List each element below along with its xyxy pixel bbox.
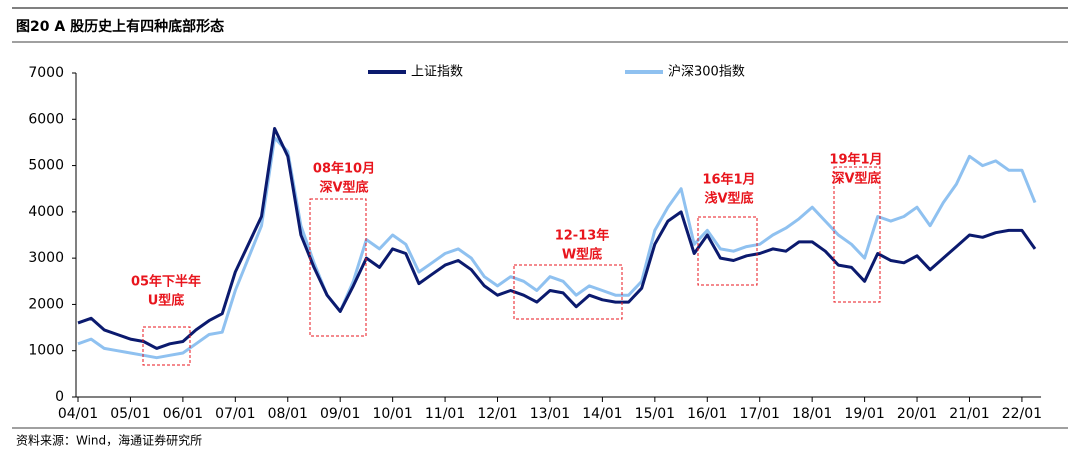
annotation-text: 12-13年 xyxy=(555,228,610,244)
x-tick-label: 07/01 xyxy=(215,406,255,422)
annotation-box xyxy=(142,326,191,366)
x-tick-label: 13/01 xyxy=(530,406,570,422)
x-tick-label: 22/01 xyxy=(1002,406,1042,422)
y-tick-label: 1000 xyxy=(28,343,64,359)
annotation-text: 16年1月 xyxy=(702,172,755,188)
x-tick-label: 05/01 xyxy=(110,406,150,422)
x-tick-label: 10/01 xyxy=(372,406,412,422)
series-line xyxy=(77,136,1037,360)
x-tick-label: 11/01 xyxy=(425,406,465,422)
annotation-box xyxy=(833,166,881,303)
annotation-text: U型底 xyxy=(148,293,185,309)
y-tick-label: 4000 xyxy=(28,204,64,220)
x-tick-label: 19/01 xyxy=(844,406,884,422)
y-tick-label: 0 xyxy=(55,389,64,405)
x-tick-label: 21/01 xyxy=(949,406,989,422)
x-tick-label: 20/01 xyxy=(897,406,937,422)
y-tick-label: 5000 xyxy=(28,158,64,174)
legend-label: 上证指数 xyxy=(411,65,463,80)
x-tick-label: 18/01 xyxy=(792,406,832,422)
y-tick-label: 6000 xyxy=(28,111,64,127)
annotation-text: 深V型底 xyxy=(319,180,368,196)
annotation-box xyxy=(309,198,367,337)
chart-title: 图20 A 股历史上有四种底部形态 xyxy=(16,18,224,35)
annotation-box xyxy=(697,216,758,286)
annotation-text: 08年10月 xyxy=(313,161,375,177)
annotation-text: 19年1月 xyxy=(829,152,882,168)
x-tick-label: 15/01 xyxy=(635,406,675,422)
y-tick-label: 7000 xyxy=(28,65,64,81)
series-line xyxy=(77,127,1037,350)
x-tick-label: 17/01 xyxy=(740,406,780,422)
y-tick-label: 2000 xyxy=(28,296,64,312)
annotation-text: 05年下半年 xyxy=(131,274,201,290)
annotation-text: W型底 xyxy=(562,247,602,263)
x-tick-label: 09/01 xyxy=(320,406,360,422)
y-tick-label: 3000 xyxy=(28,250,64,266)
annotation-box xyxy=(513,264,623,320)
legend-label: 沪深300指数 xyxy=(668,64,745,80)
annotation-text: 浅V型底 xyxy=(704,191,753,207)
x-tick-label: 06/01 xyxy=(163,406,203,422)
x-tick-label: 04/01 xyxy=(58,406,98,422)
x-tick-label: 16/01 xyxy=(687,406,727,422)
x-tick-label: 12/01 xyxy=(477,406,517,422)
x-tick-label: 14/01 xyxy=(582,406,622,422)
x-tick-label: 08/01 xyxy=(268,406,308,422)
source-note: 资料来源：Wind，海通证券研究所 xyxy=(16,433,202,448)
annotation-text: 深V型底 xyxy=(831,171,880,187)
